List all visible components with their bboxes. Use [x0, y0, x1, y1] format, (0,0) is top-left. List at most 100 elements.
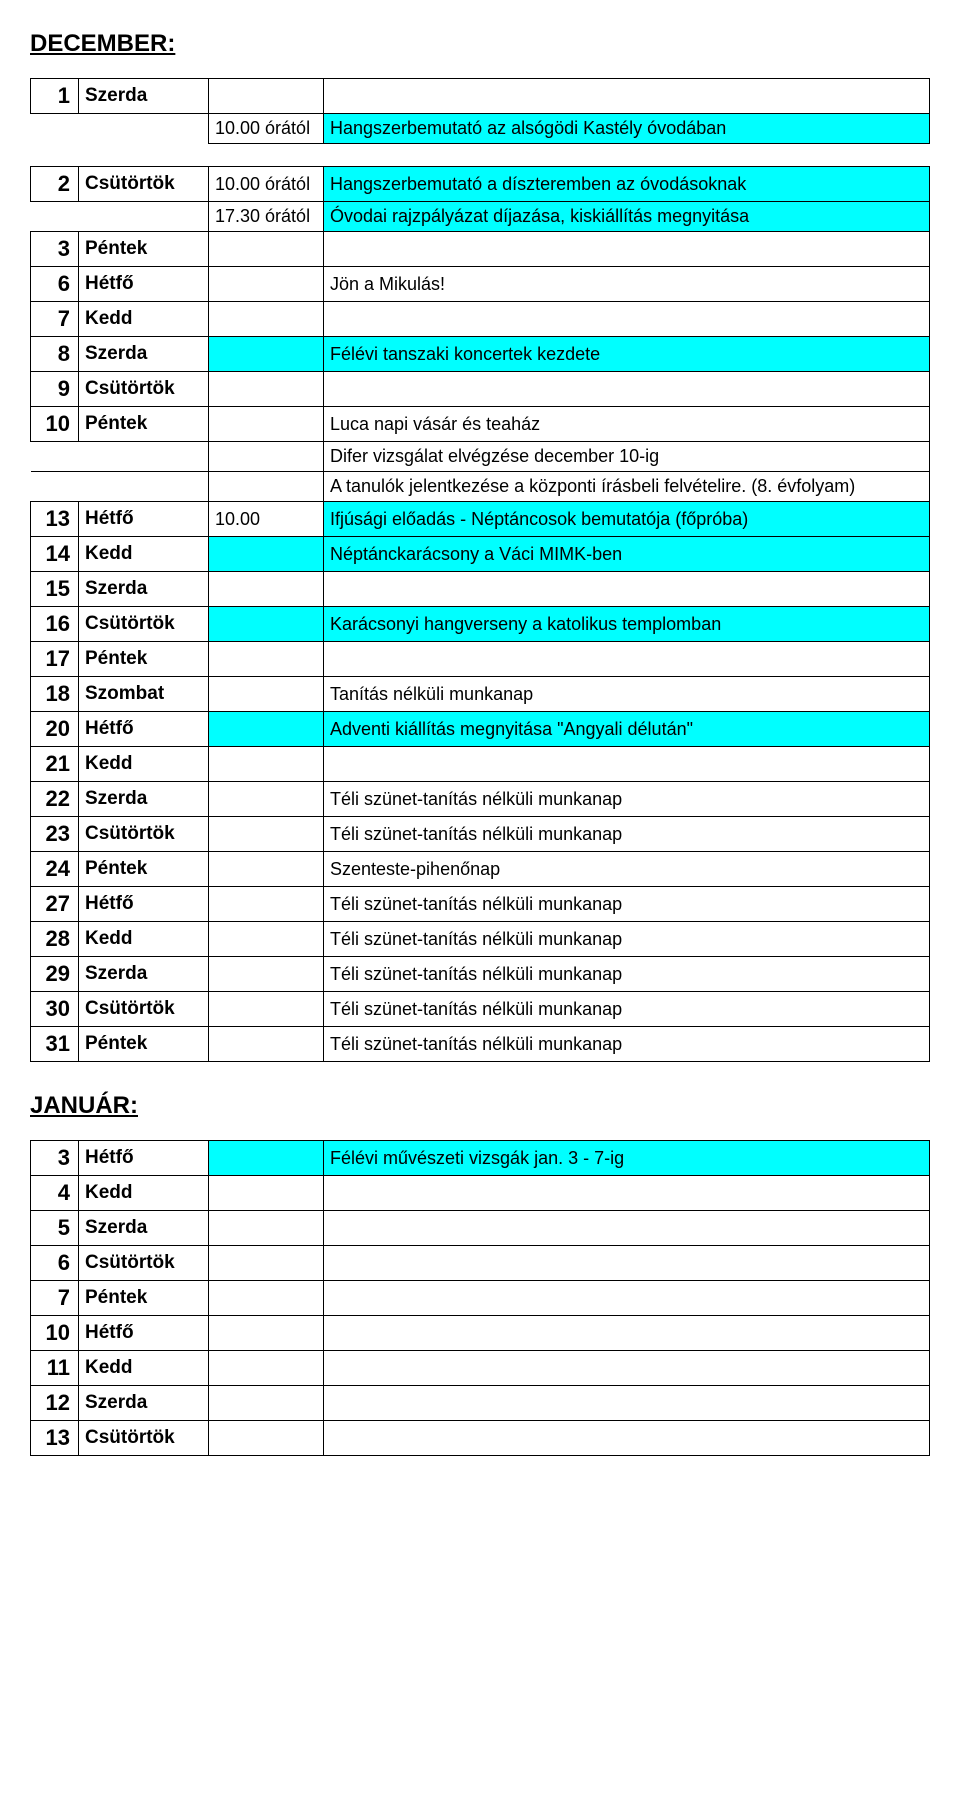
table-row: 22Szerda Téli szünet-tanítás nélküli munk…: [31, 782, 930, 817]
event-cell: [324, 642, 930, 677]
day-number: 11: [31, 1351, 79, 1386]
event-cell: [324, 1421, 930, 1456]
time-cell: [209, 1316, 324, 1351]
table-row: 9Csütörtök: [31, 372, 930, 407]
time-cell: [209, 1141, 324, 1176]
spacer: [30, 1062, 930, 1086]
event-cell: [324, 1281, 930, 1316]
time-cell: [209, 607, 324, 642]
table-row: 17.30 órátólÓvodai rajzpályázat díjazása…: [31, 202, 930, 232]
time-cell: [209, 1246, 324, 1281]
table-row: 13Csütörtök: [31, 1421, 930, 1456]
table-row: 29SzerdaTéli szünet-tanítás nélküli munk…: [31, 957, 930, 992]
table-row: Difer vizsgálat elvégzése december 10-ig: [31, 442, 930, 472]
table-row: 27Hétfő Téli szünet-tanítás nélküli munka…: [31, 887, 930, 922]
time-cell: [209, 537, 324, 572]
day-number: 5: [31, 1211, 79, 1246]
day-number: 18: [31, 677, 79, 712]
day-name: Szerda: [79, 782, 209, 817]
event-cell: Téli szünet-tanítás nélküli munkanap: [324, 887, 930, 922]
day-name: [79, 114, 209, 144]
event-cell: Difer vizsgálat elvégzése december 10-ig: [324, 442, 930, 472]
table-row: 16CsütörtökKarácsonyi hangverseny a kato…: [31, 607, 930, 642]
day-name: Péntek: [79, 232, 209, 267]
table-row: 4Kedd: [31, 1176, 930, 1211]
day-number: 31: [31, 1027, 79, 1062]
table-row: A tanulók jelentkezése a központi írásbe…: [31, 472, 930, 502]
table-row: 21Kedd: [31, 747, 930, 782]
day-number: 3: [31, 232, 79, 267]
event-cell: [324, 1176, 930, 1211]
day-number: 14: [31, 537, 79, 572]
event-cell: Szenteste-pihenőnap: [324, 852, 930, 887]
event-cell: Félévi művészeti vizsgák jan. 3 - 7-ig: [324, 1141, 930, 1176]
day-name: Szerda: [79, 572, 209, 607]
day-number: 15: [31, 572, 79, 607]
time-cell: [209, 1351, 324, 1386]
time-cell: [209, 372, 324, 407]
time-cell: [209, 337, 324, 372]
time-cell: [209, 407, 324, 442]
table-row: 31PéntekTéli szünet-tanítás nélküli munk…: [31, 1027, 930, 1062]
table-row: 14KeddNéptánckarácsony a Váci MIMK-ben: [31, 537, 930, 572]
day-name: Péntek: [79, 407, 209, 442]
time-cell: [209, 957, 324, 992]
day-number: 7: [31, 1281, 79, 1316]
event-cell: [324, 79, 930, 114]
event-cell: Óvodai rajzpályázat díjazása, kiskiállít…: [324, 202, 930, 232]
table-row: 5Szerda: [31, 1211, 930, 1246]
day-number: 30: [31, 992, 79, 1027]
day-number: 16: [31, 607, 79, 642]
event-cell: [324, 747, 930, 782]
day-number: 28: [31, 922, 79, 957]
time-cell: [209, 232, 324, 267]
day-number: 1: [31, 79, 79, 114]
time-cell: [209, 747, 324, 782]
time-cell: [209, 677, 324, 712]
day-number: 22: [31, 782, 79, 817]
table-row: 8SzerdaFélévi tanszaki koncertek kezdete: [31, 337, 930, 372]
table-row: 10.00 órátólHangszerbemutató az alsógödi…: [31, 114, 930, 144]
time-cell: [209, 572, 324, 607]
event-cell: Téli szünet-tanítás nélküli munkanap: [324, 1027, 930, 1062]
event-cell: [324, 572, 930, 607]
time-cell: [209, 302, 324, 337]
day-name: Kedd: [79, 747, 209, 782]
day-number: [31, 202, 79, 232]
time-cell: 10.00 órától: [209, 114, 324, 144]
day-number: 27: [31, 887, 79, 922]
event-cell: Téli szünet-tanítás nélküli munkanap: [324, 782, 930, 817]
table-row: 11Kedd: [31, 1351, 930, 1386]
day-name: Csütörtök: [79, 817, 209, 852]
table-row: 1Szerda: [31, 79, 930, 114]
event-cell: [324, 302, 930, 337]
time-cell: [209, 712, 324, 747]
time-cell: [209, 642, 324, 677]
month-title-january: JANUÁR:: [30, 1092, 930, 1120]
table-row: 23CsütörtökTéli szünet-tanítás nélküli m…: [31, 817, 930, 852]
day-number: 12: [31, 1386, 79, 1421]
day-name: Csütörtök: [79, 372, 209, 407]
day-name: Péntek: [79, 642, 209, 677]
day-name: Hétfő: [79, 887, 209, 922]
time-cell: [209, 1386, 324, 1421]
day-name: [79, 202, 209, 232]
time-cell: [209, 992, 324, 1027]
table-row: 28KeddTéli szünet-tanítás nélküli munkan…: [31, 922, 930, 957]
table-row: 12Szerda: [31, 1386, 930, 1421]
event-cell: Hangszerbemutató a díszteremben az óvodá…: [324, 167, 930, 202]
day-number: 2: [31, 167, 79, 202]
day-name: Péntek: [79, 852, 209, 887]
event-cell: Ifjúsági előadás - Néptáncosok bemutatój…: [324, 502, 930, 537]
time-cell: [209, 782, 324, 817]
event-cell: Adventi kiállítás megnyitása "Angyali dé…: [324, 712, 930, 747]
table-row: 24PéntekSzenteste-pihenőnap: [31, 852, 930, 887]
january-table: 3Hétfő Félévi művészeti vizsgák jan. 3 -…: [30, 1140, 930, 1456]
day-number: 17: [31, 642, 79, 677]
time-cell: [209, 267, 324, 302]
time-cell: [209, 1027, 324, 1062]
event-cell: [324, 1351, 930, 1386]
day-number: 4: [31, 1176, 79, 1211]
event-cell: A tanulók jelentkezése a központi írásbe…: [324, 472, 930, 502]
event-cell: [324, 1386, 930, 1421]
